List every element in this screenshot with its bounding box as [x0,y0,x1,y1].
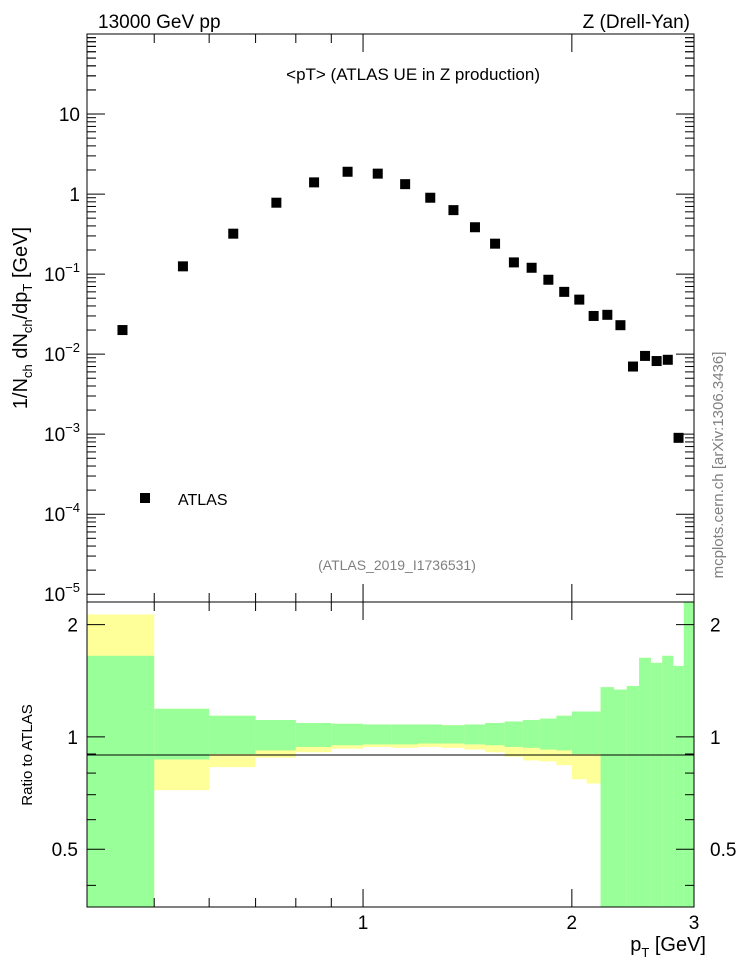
main-y-axis: 10−5 10−4 10−3 10−2 10−1 1 10 [44,37,694,606]
x-tick-label: 1 [358,913,369,934]
stat-band-bin [295,722,332,747]
x-tick-label: 2 [567,913,578,934]
y-tick-label: 10−4 [44,500,80,526]
legend-marker [140,493,150,503]
data-point [673,432,684,443]
data-point [490,238,501,249]
data-point [372,168,383,179]
energy-label: 13000 GeV pp [98,12,221,33]
data-point [177,261,188,272]
stat-band-bin [331,723,364,746]
ratio-y-tick-label: 1 [67,728,78,749]
process-label: Z (Drell-Yan) [583,12,690,33]
stat-band-bin [571,711,587,754]
y-tick-label: 10−3 [44,420,80,446]
stat-band-bin [522,720,541,748]
x-tick-label: 3 [689,913,700,934]
main-panel: 10−5 10−4 10−3 10−2 10−1 1 10 <pT> (ATLAS UE i… [10,33,695,606]
stat-band-bin [662,655,674,907]
stat-band-bin [391,724,418,745]
y-tick-label: 10−2 [44,340,80,366]
data-point [662,354,673,365]
data-points [117,166,684,443]
stat-band-bin [255,720,296,751]
data-point [602,309,613,320]
data-point [469,222,480,233]
data-point [543,274,554,285]
data-point [448,205,459,216]
stat-band-bin [613,689,627,907]
data-point [559,286,570,297]
data-point [526,262,537,273]
stat-band-bin [485,722,505,746]
ratio-frame [86,601,695,908]
stat-band-bin [639,657,651,907]
stat-band-bin [650,662,663,907]
data-point [228,228,239,239]
stat-band-bin [673,665,684,907]
stat-band-bin [209,715,256,754]
stat-band-bin [586,711,601,754]
plot-title: <pT> (ATLAS UE in Z production) [286,65,540,84]
x-axis-label: pT [GeV] [630,934,706,960]
y-tick-label: 10−1 [44,260,80,286]
stat-band-bin [626,685,640,907]
data-point [271,197,282,208]
ratio-y-tick-label-right: 1 [710,728,721,749]
y-tick-label: 1 [69,185,80,206]
ratio-panel: 0.5 0.5 1 1 2 2 1 2 3 Ratio to ATLAS pT [GeV] [19,34,736,960]
data-point [627,361,638,372]
ratio-y-label: Ratio to ATLAS [19,704,36,805]
data-point [425,192,436,203]
data-point [508,257,519,268]
stat-band-bin [464,724,486,745]
data-point [651,356,662,367]
stat-band-bin [540,718,557,750]
y-tick-label: 10−5 [44,580,80,606]
data-point [342,166,353,177]
main-y-label: 1/Nch dNch/dpT [GeV] [10,227,35,409]
data-point [588,310,599,321]
y-tick-label: 10 [59,105,80,126]
stat-band [87,602,694,907]
ratio-y-tick-label-right: 0.5 [710,840,736,861]
ratio-axes: 0.5 0.5 1 1 2 2 1 2 3 [52,34,736,934]
ratio-y-tick-label-right: 2 [710,616,721,637]
data-point [574,294,585,305]
data-point [615,320,626,331]
ratio-y-tick-label: 0.5 [52,840,78,861]
ratio-y-tick-label: 2 [67,616,78,637]
stat-band-bin [600,687,614,907]
stat-band-bin [417,724,443,744]
stat-band-bin [442,725,465,744]
stat-band-bin [154,708,210,760]
data-point [117,325,128,336]
stat-band-bin [87,655,155,907]
watermark: mcplots.cern.ch [arXiv:1306.3436] [710,352,727,579]
stat-band-bin [556,715,572,751]
analysis-id: (ATLAS_2019_I1736531) [318,557,476,573]
stat-band-bin [504,721,523,747]
data-point [640,350,651,361]
legend-label: ATLAS [178,492,228,509]
data-point [400,179,411,190]
data-point [309,177,320,188]
stat-band-bin [363,724,392,745]
